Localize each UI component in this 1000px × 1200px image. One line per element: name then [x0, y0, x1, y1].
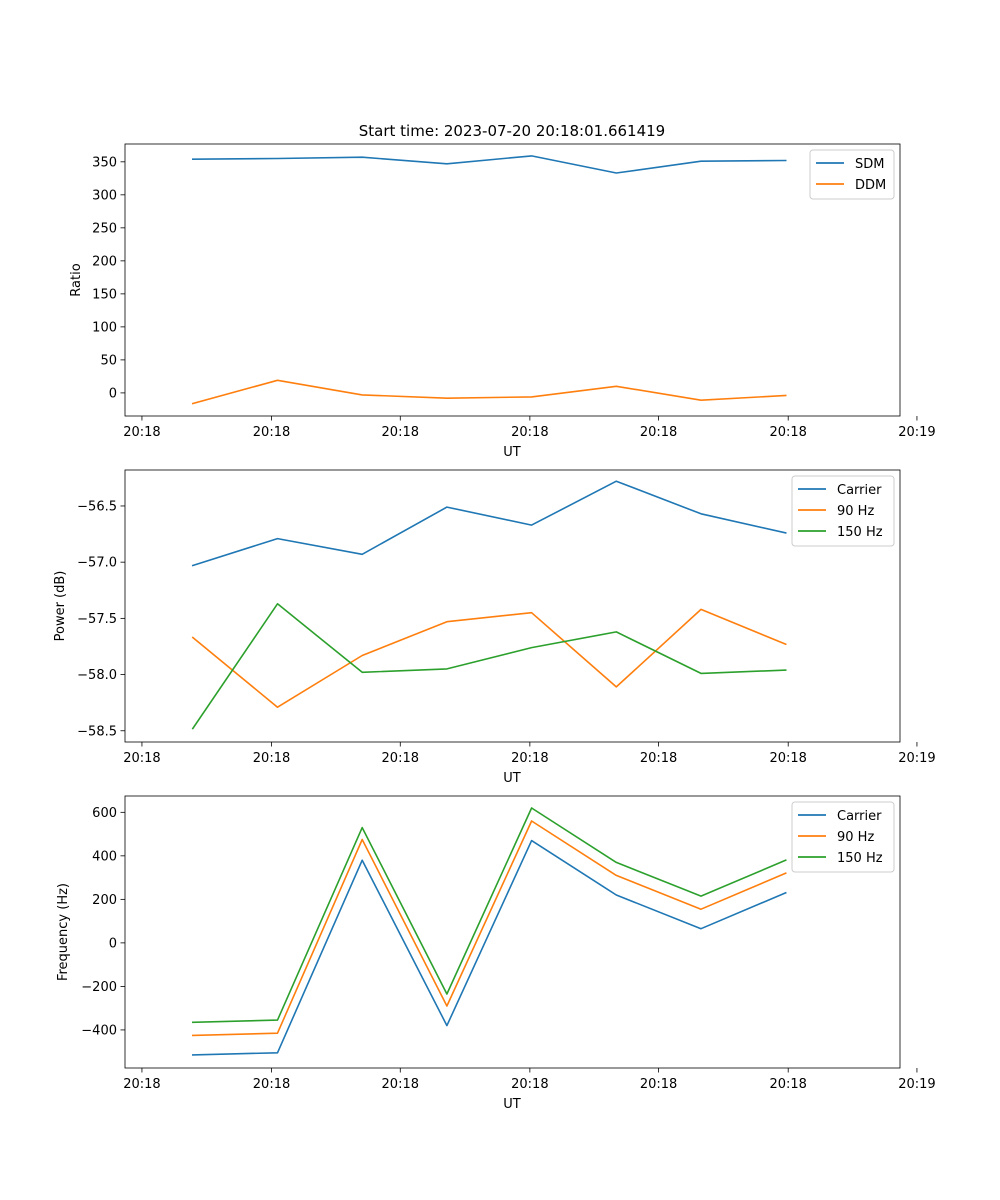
x-tick-label: 20:18 — [511, 425, 548, 440]
x-tick-label: 20:18 — [511, 1077, 548, 1092]
x-tick-label: 20:19 — [898, 751, 935, 766]
y-tick-label: 600 — [92, 806, 117, 821]
x-tick-label: 20:19 — [898, 425, 935, 440]
series-line-150-hz — [191, 807, 787, 1024]
legend-label: 90 Hz — [837, 504, 874, 519]
legend-label: 150 Hz — [837, 851, 883, 866]
x-tick-label: 20:18 — [123, 751, 160, 766]
x-tick-label: 20:18 — [253, 1077, 290, 1092]
y-tick-label: −56.5 — [77, 499, 117, 514]
y-tick-label: −57.0 — [77, 556, 117, 571]
subplot-1: 20:18 20:18 20:18 20:18 20:18 20:18 20:19 0 50 10… — [69, 143, 936, 460]
x-tick-label: 20:18 — [253, 425, 290, 440]
legend: Carrier 90 Hz 150 Hz — [791, 475, 895, 547]
series-line-150-hz — [191, 602, 787, 730]
series-line-90-hz — [191, 820, 787, 1037]
x-tick-label: 20:19 — [898, 1077, 935, 1092]
y-axis-label: Frequency (Hz) — [56, 883, 71, 981]
y-tick-label: −400 — [81, 1023, 117, 1038]
plot-frame — [124, 469, 901, 743]
plots-container: 20:18 20:18 20:18 20:18 20:18 20:18 20:19 0 50 10… — [53, 143, 936, 1112]
x-tick-label: 20:18 — [640, 751, 677, 766]
legend-label: Carrier — [837, 809, 882, 824]
y-tick-label: −58.0 — [77, 668, 117, 683]
y-tick-label: 100 — [92, 320, 117, 335]
y-tick-label: 0 — [109, 386, 117, 401]
x-tick-label: 20:18 — [769, 425, 806, 440]
y-tick-label: 50 — [100, 353, 117, 368]
x-tick-label: 20:18 — [382, 751, 419, 766]
y-tick-label: −57.5 — [77, 612, 117, 627]
legend-label: SDM — [855, 157, 884, 172]
legend-box — [791, 801, 895, 873]
legend: Carrier 90 Hz 150 Hz — [791, 801, 895, 873]
y-tick-label: 150 — [92, 287, 117, 302]
legend-label: 90 Hz — [837, 830, 874, 845]
x-axis-label: UT — [503, 445, 521, 460]
x-tick-label: 20:18 — [382, 1077, 419, 1092]
y-tick-label: 200 — [92, 254, 117, 269]
legend: SDM DDM — [809, 149, 895, 200]
legend-label: 150 Hz — [837, 525, 883, 540]
subplot-3: 20:18 20:18 20:18 20:18 20:18 20:18 20:19 −400 −… — [56, 795, 936, 1112]
x-tick-label: 20:18 — [123, 1077, 160, 1092]
x-tick-label: 20:18 — [769, 751, 806, 766]
y-tick-label: −58.5 — [77, 724, 117, 739]
x-tick-label: 20:18 — [382, 425, 419, 440]
x-tick-label: 20:18 — [640, 1077, 677, 1092]
y-tick-label: 350 — [92, 155, 117, 170]
x-tick-label: 20:18 — [640, 425, 677, 440]
series-line-sdm — [191, 155, 787, 174]
plot-frame — [124, 143, 901, 417]
x-tick-label: 20:18 — [511, 751, 548, 766]
x-axis-label: UT — [503, 1097, 521, 1112]
y-tick-label: 250 — [92, 221, 117, 236]
y-axis-label: Power (dB) — [53, 571, 68, 642]
series-line-90-hz — [191, 608, 787, 709]
y-tick-label: 400 — [92, 849, 117, 864]
figure-title: Start time: 2023-07-20 20:18:01.661419 — [359, 122, 665, 140]
y-tick-label: −200 — [81, 980, 117, 995]
x-tick-label: 20:18 — [253, 751, 290, 766]
series-line-ddm — [191, 379, 787, 405]
y-tick-label: 200 — [92, 893, 117, 908]
legend-label: Carrier — [837, 483, 882, 498]
series-line-carrier — [191, 480, 787, 567]
x-tick-label: 20:18 — [769, 1077, 806, 1092]
y-tick-label: 300 — [92, 188, 117, 203]
x-axis-label: UT — [503, 771, 521, 786]
subplot-2: 20:18 20:18 20:18 20:18 20:18 20:18 20:19 −58.5… — [53, 469, 936, 786]
legend-label: DDM — [855, 178, 886, 193]
legend-box — [791, 475, 895, 547]
x-tick-label: 20:18 — [123, 425, 160, 440]
y-tick-label: 0 — [109, 936, 117, 951]
series-line-carrier — [191, 839, 787, 1056]
plot-frame — [124, 795, 901, 1069]
y-axis-label: Ratio — [69, 263, 84, 296]
